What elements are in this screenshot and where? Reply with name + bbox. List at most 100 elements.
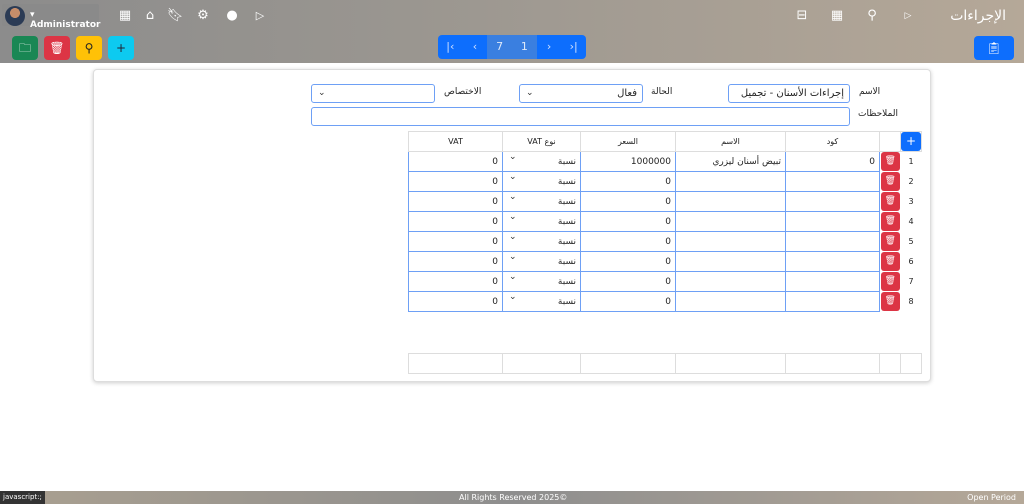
search-icon: ⚲ [84,41,94,55]
footer: javascript:; All Rights Reserved 2025© O… [0,491,1024,504]
price-input[interactable]: 0 [580,231,676,252]
code-input[interactable] [785,271,880,292]
delete-row-button[interactable]: 🗑︎ [880,172,900,191]
code-input[interactable] [785,231,880,252]
delete-button[interactable]: 🗑︎ [44,36,70,60]
item-name-input[interactable] [675,191,786,212]
briefcase-icon[interactable]: ⊟ [796,8,808,23]
vat-input[interactable]: 0 [408,251,503,272]
home-icon[interactable]: ⌂ [145,8,155,23]
vat-input[interactable]: 0 [408,191,503,212]
delete-row-button[interactable]: 🗑︎ [880,192,900,211]
vat-input[interactable]: 0 [408,151,503,172]
specialty-label: الاختصاص [444,87,482,97]
price-input[interactable]: 0 [580,251,676,272]
price-input[interactable]: 0 [580,211,676,232]
item-name-input[interactable] [675,211,786,232]
play-small-icon[interactable]: ▷ [904,11,912,21]
item-name-input[interactable] [675,271,786,292]
name-input[interactable]: إجراءات الأسنان - تجميل [728,84,850,103]
item-name-input[interactable]: تبيض أسنان ليزري [675,151,786,172]
price-input[interactable]: 0 [580,291,676,312]
delete-row-button[interactable]: 🗑︎ [880,252,900,271]
chevron-down-icon: ⌄ [509,152,517,162]
chevron-down-icon: ⌄ [509,272,517,282]
chevron-down-icon: ⌄ [509,292,517,302]
next-page-button[interactable]: › [546,40,552,53]
delete-row-button[interactable]: 🗑︎ [880,212,900,231]
vat-input[interactable]: 0 [408,171,503,192]
code-input[interactable] [785,171,880,192]
status-label: الحالة [651,87,673,97]
item-name-input[interactable] [675,291,786,312]
vat-type-select[interactable]: نسبة ⌄ [502,251,581,272]
search-button[interactable]: ⚲ [76,36,102,60]
vat-type-select[interactable]: نسبة ⌄ [502,231,581,252]
delete-row-button[interactable]: 🗑︎ [880,292,900,311]
search-icon[interactable]: ⚲ [867,8,877,23]
gear-icon[interactable]: ⚙ [197,8,209,23]
delete-row-button[interactable]: 🗑︎ [880,152,900,172]
chevron-down-icon: ⌄ [318,88,326,98]
vat-type-select[interactable]: نسبة ⌄ [502,191,581,212]
code-input[interactable] [785,191,880,212]
delete-row-button[interactable]: 🗑︎ [880,272,900,291]
price-input[interactable]: 0 [580,191,676,212]
vat-input[interactable]: 0 [408,271,503,292]
col-price: السعر [580,131,676,152]
copyright: All Rights Reserved 2025© [459,493,568,502]
items-table: كود الاسم السعر نوع VAT VAT 1 🗑︎ 0 تبيض … [408,131,922,374]
add-button[interactable]: + [108,36,134,60]
bookmark-icon[interactable]: 🔖︎ [166,8,184,23]
vat-type-select[interactable]: نسبة ⌄ [502,291,581,312]
totals-row [408,353,922,374]
item-name-input[interactable] [675,171,786,192]
price-input[interactable]: 0 [580,271,676,292]
vat-input[interactable]: 0 [408,211,503,232]
vat-type-select[interactable]: نسبة ⌄ [502,171,581,192]
row-number: 4 [908,217,914,226]
status-select[interactable]: فعال ⌄ [519,84,643,103]
col-vat: VAT [408,131,503,152]
prev-page-button[interactable]: ‹ [472,40,478,53]
vat-input[interactable]: 0 [408,291,503,312]
col-code: كود [785,131,880,152]
chevron-down-icon: ⌄ [509,232,517,242]
open-button[interactable]: 🗀 [12,36,38,60]
code-input[interactable] [785,251,880,272]
vat-input[interactable]: 0 [408,231,503,252]
item-name-input[interactable] [675,251,786,272]
item-name-input[interactable] [675,231,786,252]
chevron-down-icon: ⌄ [509,212,517,222]
save-button[interactable]: 📋︎ [974,36,1014,60]
table-row: 5 🗑︎ 0 نسبة ⌄ 0 [408,231,922,252]
row-number: 5 [908,237,914,246]
specialty-select[interactable]: ⌄ [311,84,435,103]
row-number: 6 [908,257,914,266]
play-icon[interactable]: ▷ [255,9,265,22]
vat-type-select[interactable]: نسبة ⌄ [502,211,581,232]
table-row: 8 🗑︎ 0 نسبة ⌄ 0 [408,291,922,312]
table-row: 6 🗑︎ 0 نسبة ⌄ 0 [408,251,922,272]
period-status[interactable]: Open Period [967,493,1016,502]
code-input[interactable] [785,291,880,312]
row-number: 8 [908,297,914,306]
grid-icon[interactable]: ▦ [830,8,844,23]
code-input[interactable]: 0 [785,151,880,172]
delete-row-button[interactable]: 🗑︎ [880,232,900,251]
vat-type-select[interactable]: نسبة ⌄ [502,151,581,172]
price-input[interactable]: 0 [580,171,676,192]
code-input[interactable] [785,211,880,232]
clipboard-icon: 📋︎ [986,41,1002,55]
notes-input[interactable] [311,107,850,126]
apps-icon[interactable]: ▦ [118,8,132,23]
user-menu[interactable]: ▾ Administrator [2,4,100,30]
last-page-button[interactable]: ›| [569,40,578,53]
vat-type-select[interactable]: نسبة ⌄ [502,271,581,292]
first-page-button[interactable]: |‹ [446,40,455,53]
add-row-button[interactable]: + [901,132,921,151]
price-input[interactable]: 1000000 [580,151,676,172]
dot-icon[interactable]: ● [226,8,238,23]
col-name: الاسم [675,131,786,152]
name-label: الاسم [859,87,881,97]
